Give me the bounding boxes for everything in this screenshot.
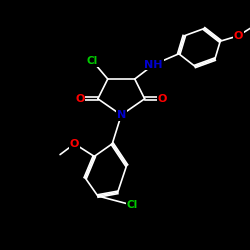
Text: O: O — [75, 94, 85, 104]
Text: Cl: Cl — [126, 200, 138, 210]
Text: N: N — [116, 110, 126, 120]
Text: O: O — [70, 139, 79, 149]
Text: O: O — [234, 31, 243, 41]
Text: O: O — [158, 94, 167, 104]
Text: NH: NH — [144, 60, 163, 70]
Text: Cl: Cl — [87, 56, 98, 66]
